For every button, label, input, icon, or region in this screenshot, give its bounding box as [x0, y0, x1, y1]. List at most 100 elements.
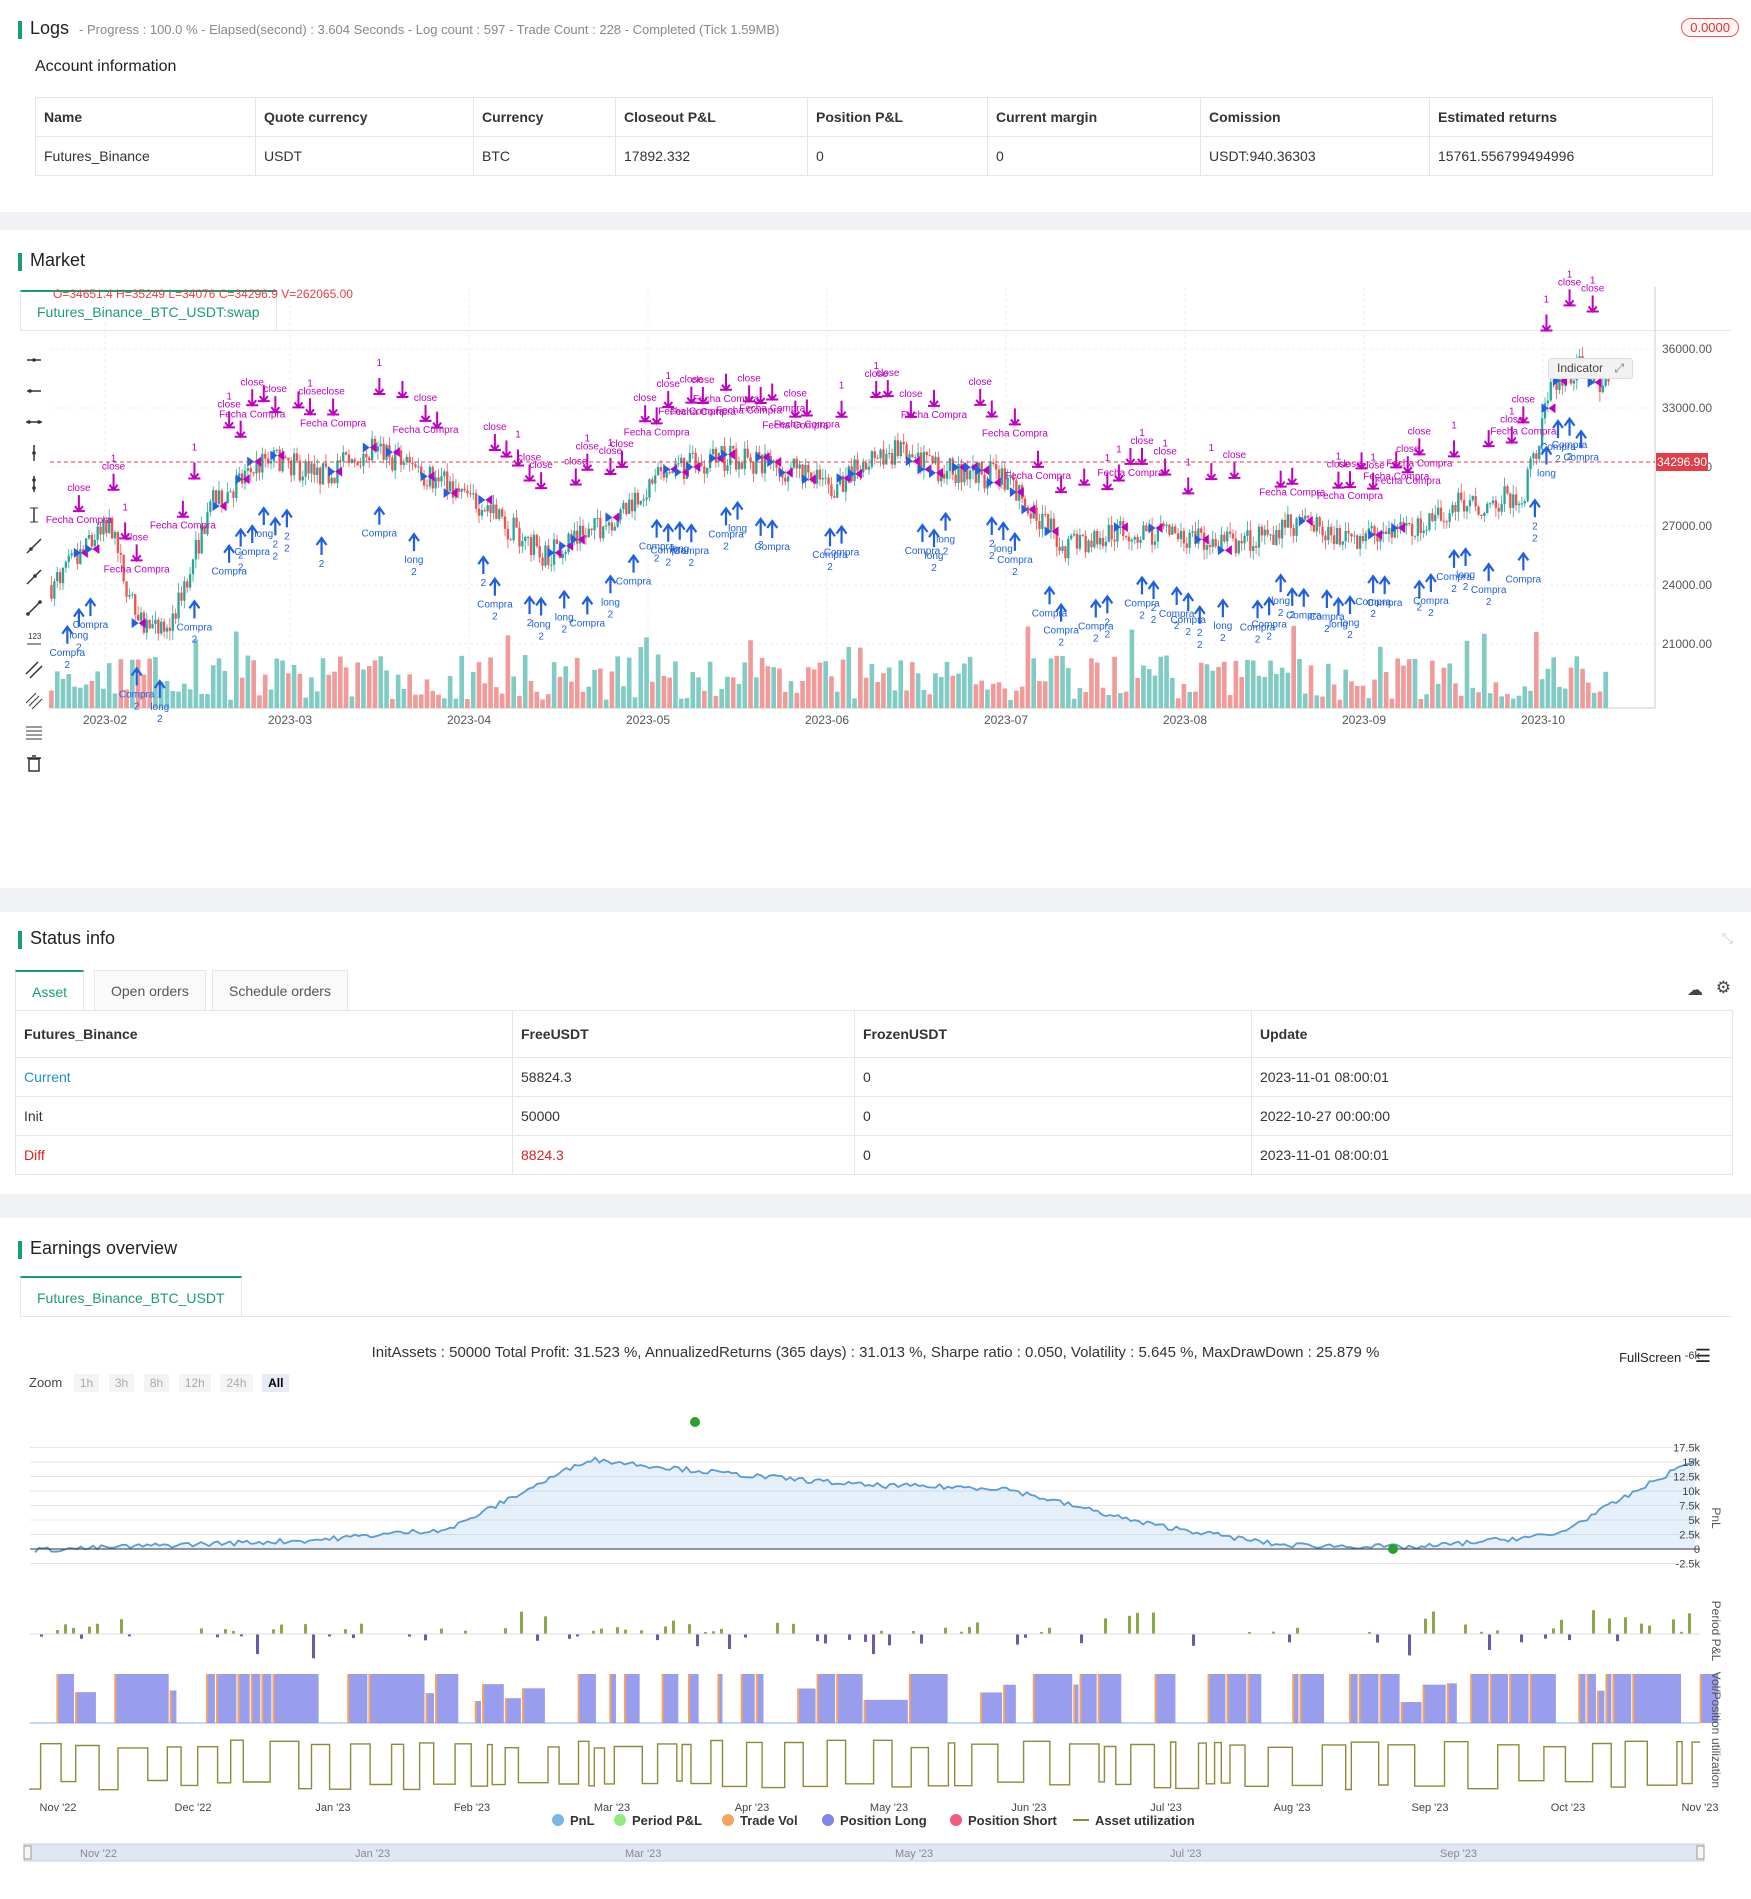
entry-triangle [328, 466, 336, 477]
segment-line-icon[interactable] [24, 598, 46, 629]
price-label-icon[interactable]: 123 [24, 629, 46, 660]
candle-body [1263, 529, 1266, 536]
tab-schedule-orders[interactable]: Schedule orders [212, 970, 348, 1010]
sell-qty-label: 1 [1509, 407, 1515, 418]
zoom-all-button[interactable]: All [262, 1374, 290, 1392]
trash-icon[interactable] [24, 753, 46, 784]
tab-market-symbol[interactable]: Futures_Binance_BTC_USDT:swap [20, 290, 277, 330]
asset-row-label-current[interactable]: Current [15, 1057, 513, 1097]
legend-position-long[interactable]: Position Long [822, 1813, 927, 1828]
candle-body [451, 481, 455, 498]
fib-retracement-icon[interactable] [24, 722, 46, 753]
indicator-button[interactable]: Indicator ⤢ [1548, 358, 1633, 379]
candle-body [760, 454, 764, 474]
price-range-icon[interactable] [24, 505, 46, 536]
vertical-segment-icon[interactable] [24, 474, 46, 505]
entry-triangle [801, 474, 809, 485]
expand-icon[interactable]: ⤢ [1614, 361, 1624, 375]
volume-bar [176, 691, 181, 708]
fib-channel-icon[interactable] [24, 691, 46, 722]
candle-body [1064, 546, 1067, 559]
download-icon[interactable]: ☁ [1687, 982, 1703, 999]
candle-body [908, 454, 911, 460]
volume-bar [78, 687, 83, 708]
menu-icon[interactable]: ☰ [1694, 1346, 1711, 1366]
buy-label: Compra [570, 618, 606, 629]
candle-body [417, 466, 420, 468]
candle-body [1341, 541, 1344, 545]
buy-qty-label: 2 [1324, 624, 1330, 635]
period-bar [352, 1634, 355, 1639]
sell-arrow [431, 411, 444, 430]
period-bar [864, 1634, 867, 1642]
candle-body [200, 525, 203, 554]
buy-qty-label: 2 [1463, 582, 1469, 593]
legend-position-short[interactable]: Position Short [950, 1813, 1057, 1828]
horizontal-line-icon[interactable] [24, 350, 46, 381]
candle-body [524, 537, 527, 541]
close-label: close [1558, 277, 1582, 288]
period-bar [1464, 1624, 1467, 1634]
candle-body [1205, 545, 1209, 550]
zoom-1h-button[interactable]: 1h [73, 1374, 100, 1392]
volume-bar [1279, 667, 1285, 708]
market-section: Market Futures_Binance_BTC_USDT:swap 123… [0, 230, 1751, 888]
vertical-line-icon[interactable] [24, 443, 46, 474]
buy-label: long [150, 702, 169, 713]
period-bar [536, 1634, 539, 1641]
asset-row-label-init: Init [15, 1096, 513, 1136]
candle-body [677, 463, 680, 465]
candle-body [157, 619, 160, 634]
candle-body [1162, 523, 1165, 527]
parallel-channel-icon[interactable] [24, 660, 46, 691]
legend-long-label: Position Long [840, 1813, 927, 1828]
zoom-24h-button[interactable]: 24h [220, 1374, 253, 1392]
buy-qty-label: 2 [1105, 629, 1111, 640]
legend-trade-vol[interactable]: Trade Vol [722, 1813, 798, 1828]
zoom-3h-button[interactable]: 3h [108, 1374, 135, 1392]
sell-arrow [604, 458, 617, 476]
volume-bar [863, 677, 869, 708]
extended-line-icon[interactable] [24, 412, 46, 443]
candle-body [339, 460, 342, 462]
tab-earnings-symbol[interactable]: Futures_Binance_BTC_USDT [20, 1276, 242, 1316]
account-row: Futures_Binance USDT BTC 17892.332 0 0 U… [35, 136, 1713, 176]
trend-line-icon[interactable] [24, 536, 46, 567]
period-bar [88, 1626, 91, 1634]
candle-body [1006, 477, 1009, 490]
volume-bar [592, 669, 597, 708]
legend-period-pnl[interactable]: Period P&L [614, 1813, 702, 1828]
fecha-compra-label: Fecha Compra [624, 427, 691, 438]
zoom-8h-button[interactable]: 8h [143, 1374, 170, 1392]
time-tick-label: 2023-03 [268, 713, 312, 727]
candle-body [110, 517, 114, 539]
fullscreen-button[interactable]: FullScreen ☰ [1619, 1346, 1711, 1367]
position-bar [1490, 1674, 1509, 1723]
candle-body [1280, 519, 1284, 539]
volume-bar [1487, 693, 1493, 708]
volume-bar [823, 661, 828, 708]
legend-pnl[interactable]: PnL [552, 1813, 595, 1828]
tab-open-orders[interactable]: Open orders [94, 970, 206, 1010]
navigator-handle-left[interactable] [23, 1845, 32, 1860]
buy-label: Compra [1078, 622, 1114, 633]
candle-body [1087, 540, 1090, 553]
asset-header: FrozenUSDT [854, 1010, 1252, 1058]
buy-qty-label: 2 [608, 609, 614, 620]
collapse-icon[interactable]: ⤡ [1721, 930, 1733, 946]
period-bar [504, 1628, 507, 1634]
volume-bar [187, 689, 193, 708]
horizontal-ray-icon[interactable] [24, 381, 46, 412]
navigator-handle-right[interactable] [1696, 1845, 1705, 1860]
tab-asset[interactable]: Asset [15, 970, 85, 1010]
volume-bar [1071, 698, 1077, 708]
settings-icon[interactable]: ⚙ [1715, 978, 1731, 997]
period-bar [1592, 1610, 1595, 1634]
legend-asset-utilization[interactable]: Asset utilization [1073, 1813, 1195, 1828]
ray-line-icon[interactable] [24, 567, 46, 598]
volume-bar [1539, 679, 1545, 708]
period-bar [344, 1629, 347, 1634]
zoom-12h-button[interactable]: 12h [178, 1374, 211, 1392]
